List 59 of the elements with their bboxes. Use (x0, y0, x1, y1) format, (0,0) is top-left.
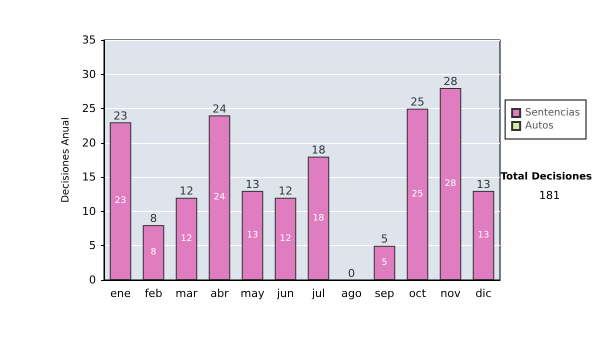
total-label: 0 (348, 267, 355, 280)
total-label: 13 (246, 178, 260, 191)
y-tick-label: 15 (82, 170, 96, 184)
x-tick-label: dic (475, 287, 492, 300)
x-tick-label: abr (210, 287, 230, 300)
data-label: 23 (114, 196, 126, 206)
data-label: 8 (150, 248, 157, 258)
total-label: 5 (381, 232, 388, 246)
bar (406, 108, 428, 280)
data-label: 12 (280, 234, 292, 244)
data-label: 24 (214, 192, 226, 203)
x-tick-label: jul (310, 287, 326, 300)
x-tick-label: mar (176, 287, 198, 300)
bar (308, 156, 330, 280)
total-label: 8 (150, 212, 157, 226)
bar (110, 122, 132, 280)
y-axis-title: Decisiones Anual (60, 117, 72, 203)
text: 181 (539, 189, 560, 202)
legend-label: Autos (525, 120, 554, 132)
data-label: 12 (180, 234, 192, 244)
y-tick-label: 25 (82, 102, 96, 116)
x-tick-label: jun (276, 287, 294, 300)
x-tick-label: sep (374, 287, 394, 300)
y-tick-label: 35 (82, 34, 96, 46)
bar (472, 190, 494, 280)
data-label: 5 (382, 258, 388, 268)
x-tick-label: nov (440, 287, 462, 300)
total-label: 12 (180, 184, 194, 198)
total-label: 13 (476, 178, 490, 191)
x-tick-label: feb (144, 287, 162, 300)
total-label: 24 (212, 102, 226, 116)
bar (142, 225, 164, 280)
bar (374, 246, 396, 280)
total-label: 18 (312, 144, 326, 157)
data-label: 25 (412, 189, 424, 200)
bar (440, 88, 462, 280)
y-tick-label: 30 (82, 68, 96, 81)
data-label: 13 (478, 230, 490, 240)
data-label: 18 (312, 213, 324, 224)
x-tick-label: ene (110, 287, 131, 300)
bar (274, 198, 296, 280)
total-label: 28 (444, 75, 458, 88)
bar (242, 190, 264, 280)
data-label: 13 (246, 230, 258, 240)
y-tick-label: 5 (89, 239, 96, 252)
total-label: 12 (278, 184, 292, 198)
x-tick-label: ago (341, 287, 362, 300)
bar (176, 198, 198, 280)
legend-label: Sentencias (525, 108, 580, 118)
y-tick-label: 0 (89, 274, 96, 286)
text: Total Decisiones (500, 172, 592, 182)
data-label: 28 (444, 179, 456, 189)
y-tick-label: 10 (82, 204, 96, 218)
y-tick-label: 20 (82, 136, 96, 150)
x-tick-label: oct (408, 287, 427, 300)
bar (208, 115, 230, 280)
total-label: 23 (114, 109, 128, 122)
total-label: 25 (410, 96, 424, 109)
x-tick-label: may (240, 287, 265, 300)
